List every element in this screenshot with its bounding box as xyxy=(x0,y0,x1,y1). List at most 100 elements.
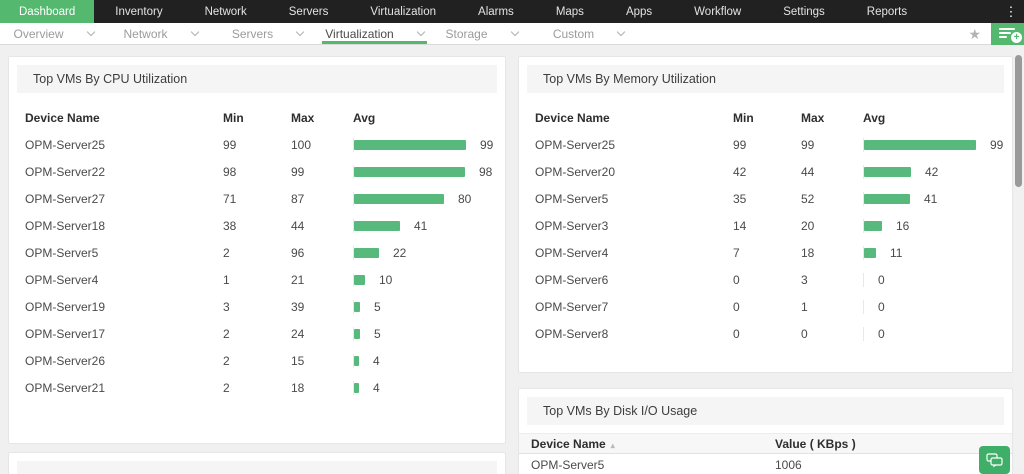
chevron-down-icon[interactable] xyxy=(86,27,95,36)
avg-value-label: 0 xyxy=(878,326,885,341)
avg-bar xyxy=(354,355,359,366)
top-nav-items: Dashboard Inventory Network Servers Virtuali… xyxy=(0,0,928,23)
add-widget-button[interactable]: + xyxy=(991,23,1024,45)
chevron-down-icon[interactable] xyxy=(416,27,425,36)
table-row[interactable]: OPM-Server3 14 20 16 xyxy=(519,212,1012,239)
device-name-cell[interactable]: OPM-Server25 xyxy=(25,137,106,152)
chevron-down-icon[interactable] xyxy=(510,27,519,36)
device-name-cell[interactable]: OPM-Server26 xyxy=(25,353,106,368)
table-row[interactable]: OPM-Server26 2 15 4 xyxy=(9,347,505,374)
panel-partially-visible xyxy=(8,452,506,474)
tab-storage[interactable]: Storage xyxy=(428,23,535,44)
avg-value-label: 80 xyxy=(458,191,472,206)
nav-item-reports[interactable]: Reports xyxy=(866,5,908,18)
device-name-cell[interactable]: OPM-Server8 xyxy=(535,326,609,341)
table-row[interactable]: OPM-Server4 7 18 11 xyxy=(519,239,1012,266)
table-row[interactable]: OPM-Server19 3 39 5 xyxy=(9,293,505,320)
favorite-star-icon[interactable]: ★ xyxy=(968,26,981,42)
device-name-cell[interactable]: OPM-Server17 xyxy=(25,326,106,341)
scrollbar-thumb[interactable] xyxy=(1015,55,1022,187)
nav-item-apps[interactable]: Apps xyxy=(625,5,653,18)
table-row[interactable]: OPM-Server5 1006 xyxy=(519,454,1012,474)
device-name-cell[interactable]: OPM-Server27 xyxy=(25,191,106,206)
tab-label: Servers xyxy=(231,26,274,41)
table-row[interactable]: OPM-Server25 99 99 99 xyxy=(519,131,1012,158)
min-cell: 98 xyxy=(223,164,237,179)
avg-value-label: 4 xyxy=(373,380,380,395)
tab-custom[interactable]: Custom xyxy=(535,23,642,44)
avg-value-label: 11 xyxy=(890,245,903,260)
column-header: Avg xyxy=(353,111,376,125)
avg-bar-cell: 16 xyxy=(863,218,1012,233)
chevron-down-icon[interactable] xyxy=(190,27,199,36)
avg-bar xyxy=(864,139,976,150)
device-name-cell[interactable]: OPM-Server22 xyxy=(25,164,106,179)
min-cell: 2 xyxy=(223,353,230,368)
device-name-cell[interactable]: OPM-Server5 xyxy=(535,191,609,206)
max-cell: 39 xyxy=(291,299,305,314)
table-row[interactable]: OPM-Server21 2 18 4 xyxy=(9,374,505,401)
tab-network[interactable]: Network xyxy=(107,23,214,44)
table-row[interactable]: OPM-Server22 98 99 98 xyxy=(9,158,505,185)
tab-servers[interactable]: Servers xyxy=(214,23,321,44)
panel-title: Top VMs By CPU Utilization xyxy=(33,72,188,86)
table-row[interactable]: OPM-Server18 38 44 41 xyxy=(9,212,505,239)
nav-item-maps[interactable]: Maps xyxy=(555,5,584,18)
avg-bar xyxy=(354,193,444,204)
table-row[interactable]: OPM-Server4 1 21 10 xyxy=(9,266,505,293)
max-cell: 20 xyxy=(801,218,815,233)
device-name-cell[interactable]: OPM-Server3 xyxy=(535,218,609,233)
tab-virtualization[interactable]: Virtualization xyxy=(321,23,428,44)
table-row[interactable]: OPM-Server17 2 24 5 xyxy=(9,320,505,347)
chevron-down-icon[interactable] xyxy=(616,27,626,36)
table-row[interactable]: OPM-Server6 0 3 0 xyxy=(519,266,1012,293)
nav-item-workflow[interactable]: Workflow xyxy=(694,5,742,18)
avg-bar xyxy=(864,247,876,258)
device-name-cell[interactable]: OPM-Server19 xyxy=(25,299,106,314)
device-name-cell[interactable]: OPM-Server4 xyxy=(25,272,99,287)
table-row[interactable]: OPM-Server20 42 44 42 xyxy=(519,158,1012,185)
table-row[interactable]: OPM-Server7 0 1 0 xyxy=(519,293,1012,320)
device-name-cell[interactable]: OPM-Server5 xyxy=(531,457,605,472)
table-row[interactable]: OPM-Server8 0 0 0 xyxy=(519,320,1012,347)
avg-bar xyxy=(354,166,465,177)
column-header: Avg xyxy=(863,111,886,125)
device-name-cell[interactable]: OPM-Server18 xyxy=(25,218,106,233)
device-name-cell[interactable]: OPM-Server6 xyxy=(535,272,609,287)
nav-item-servers[interactable]: Servers xyxy=(288,5,329,18)
vertical-scrollbar[interactable] xyxy=(1014,46,1024,469)
device-name-cell[interactable]: OPM-Server20 xyxy=(535,164,616,179)
device-name-cell[interactable]: OPM-Server5 xyxy=(25,245,99,260)
device-name-cell[interactable]: OPM-Server25 xyxy=(535,137,616,152)
max-cell: 1 xyxy=(801,299,808,314)
table-header-row: Device Name Min Max Avg xyxy=(519,105,1012,131)
nav-item-inventory[interactable]: Inventory xyxy=(115,5,163,18)
avg-value-label: 98 xyxy=(479,164,493,179)
device-name-cell[interactable]: OPM-Server7 xyxy=(535,299,609,314)
plus-icon: + xyxy=(1011,32,1022,43)
table-row[interactable]: OPM-Server5 2 96 22 xyxy=(9,239,505,266)
sort-asc-icon: ▴ xyxy=(610,440,615,450)
support-chat-button[interactable] xyxy=(979,446,1010,474)
nav-item-alarms[interactable]: Alarms xyxy=(478,5,514,18)
panel-disk-io-usage: Top VMs By Disk I/O Usage Device Name ▴ V… xyxy=(518,388,1013,474)
table-row[interactable]: OPM-Server27 71 87 80 xyxy=(9,185,505,212)
device-name-cell[interactable]: OPM-Server21 xyxy=(25,380,106,395)
avg-bar-cell: 98 xyxy=(353,164,505,179)
list-line-icon xyxy=(999,28,1015,30)
nav-item-settings[interactable]: Settings xyxy=(783,5,825,18)
table-row[interactable]: OPM-Server5 35 52 41 xyxy=(519,185,1012,212)
chevron-down-icon[interactable] xyxy=(295,27,305,36)
overflow-menu-icon[interactable]: ⋮ xyxy=(1004,3,1018,19)
nav-item-dashboard[interactable]: Dashboard xyxy=(0,0,95,23)
column-header: Value ( KBps ) xyxy=(775,436,856,451)
tab-overview[interactable]: Overview xyxy=(0,23,107,44)
avg-value-label: 99 xyxy=(990,137,1004,152)
nav-item-network[interactable]: Network xyxy=(204,5,247,18)
device-name-cell[interactable]: OPM-Server4 xyxy=(535,245,609,260)
nav-item-virtualization[interactable]: Virtualization xyxy=(370,5,437,18)
table-row[interactable]: OPM-Server25 99 100 99 xyxy=(9,131,505,158)
column-header-sortable[interactable]: Device Name ▴ xyxy=(531,436,615,451)
avg-value-label: 5 xyxy=(374,326,381,341)
min-cell: 2 xyxy=(223,380,230,395)
